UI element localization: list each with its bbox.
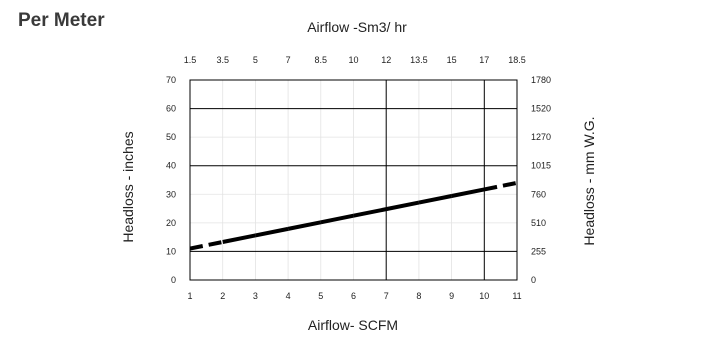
- y-tick-label: 0: [171, 275, 176, 285]
- series-layer: [189, 180, 518, 251]
- series-line-dashed-segment: [189, 240, 224, 251]
- x2-tick-label: 3.5: [216, 55, 229, 65]
- minor-grid: [190, 80, 517, 280]
- plot-frame: [189, 79, 518, 281]
- y2-tick-label: 1780: [531, 75, 551, 85]
- x2-tick-label: 13.5: [410, 55, 428, 65]
- y-tick-label: 60: [166, 104, 176, 114]
- x2-tick-label: 5: [253, 55, 258, 65]
- x2-tick-label: 17: [479, 55, 489, 65]
- x-tick-label: 11: [512, 291, 521, 301]
- y2-tick-label: 0: [531, 275, 536, 285]
- x-tick-label: 10: [479, 291, 489, 301]
- series-line-segment: [451, 187, 485, 198]
- y-tick-label: 20: [166, 218, 176, 228]
- y-tick-label: 40: [166, 161, 176, 171]
- y-axis-title: Headloss - inches: [120, 131, 136, 242]
- x2-axis-title: Airflow -Sm3/ hr: [307, 19, 407, 35]
- tick-labels: 1 2 3 4 5 6 7 8 9 10 111.5 3.5 5 7 8.5 10 12 13.5 15 17 18.5…: [166, 55, 551, 301]
- x2-tick-label: 15: [447, 55, 457, 65]
- x-tick-label: 3: [253, 291, 258, 301]
- y2-tick-label: 1270: [531, 132, 551, 142]
- y2-tick-label: 255: [531, 246, 546, 256]
- x2-tick-label: 8.5: [315, 55, 328, 65]
- x-tick-label: 2: [220, 291, 225, 301]
- series-line-dashed-segment: [483, 180, 518, 192]
- x-tick-label: 5: [318, 291, 323, 301]
- x-tick-label: 4: [286, 291, 291, 301]
- x-tick-label: 9: [449, 291, 454, 301]
- x-tick-label: 7: [384, 291, 389, 301]
- x2-tick-label: 12: [381, 55, 391, 65]
- x-tick-label: 1: [187, 291, 192, 301]
- x2-tick-label: 10: [348, 55, 358, 65]
- series-line-segment: [255, 226, 289, 238]
- y2-tick-label: 1520: [531, 104, 551, 114]
- x-tick-label: 8: [416, 291, 421, 301]
- series-line-segment: [222, 233, 256, 244]
- y-tick-label: 70: [166, 75, 176, 85]
- y-tick-label: 10: [166, 246, 176, 256]
- series-line-segment: [385, 200, 420, 212]
- y2-axis-title: Headloss - mm W.G.: [581, 116, 597, 245]
- series-line-segment: [320, 213, 354, 225]
- x-tick-label: 6: [351, 291, 356, 301]
- y2-tick-label: 760: [531, 189, 546, 199]
- y2-tick-label: 510: [531, 218, 546, 228]
- x2-tick-label: 1.5: [184, 55, 197, 65]
- series-line-segment: [353, 207, 387, 218]
- x-axis-title: Airflow- SCFM: [308, 317, 398, 333]
- major-grid: [189, 79, 518, 281]
- x2-tick-label: 7: [286, 55, 291, 65]
- y2-tick-label: 1015: [531, 161, 551, 171]
- series-line-segment: [287, 220, 322, 231]
- y-tick-label: 50: [166, 132, 176, 142]
- x2-tick-label: 18.5: [508, 55, 526, 65]
- y-tick-label: 30: [166, 189, 176, 199]
- series-line-segment: [418, 194, 452, 205]
- page-title: Per Meter: [18, 10, 105, 31]
